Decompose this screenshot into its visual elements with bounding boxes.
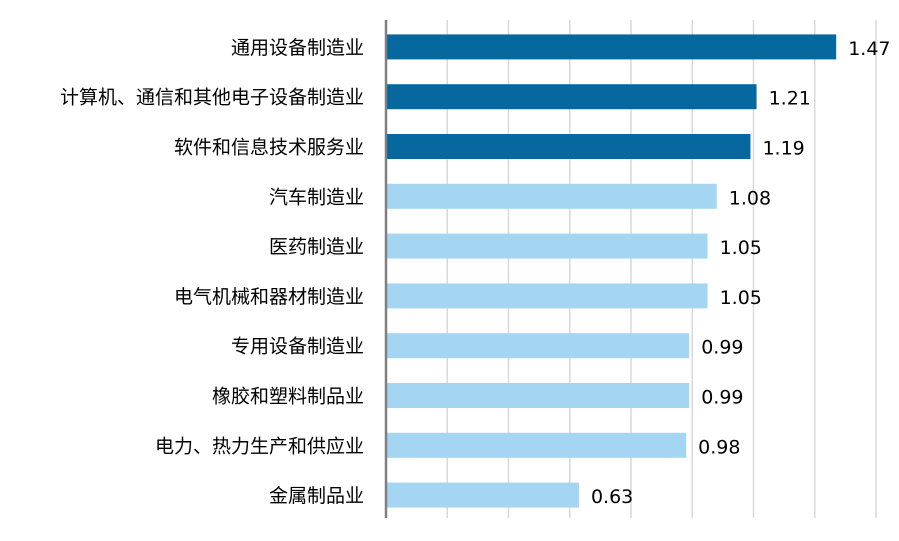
bar [386,134,751,159]
bar [386,383,690,408]
bar [386,333,690,359]
bar [386,183,717,209]
data-label: 0.99 [701,387,743,409]
bar [386,482,579,508]
category-label: 软件和信息技术服务业 [174,137,364,159]
data-label: 0.98 [698,436,740,458]
category-label: 汽车制造业 [269,186,364,208]
category-label: 医药制造业 [269,236,364,258]
category-label: 专用设备制造业 [231,336,364,358]
bar [386,84,757,110]
bar [386,34,837,60]
category-label: 计算机、通信和其他电子设备制造业 [60,87,364,109]
category-label: 电力、热力生产和供应业 [155,435,364,457]
data-label: 1.21 [769,88,811,110]
category-label: 电气机械和器材制造业 [174,286,364,308]
data-label: 1.08 [729,187,771,209]
data-label: 1.19 [762,138,804,160]
bar [386,283,708,309]
category-label: 金属制品业 [269,485,364,507]
bar [386,233,708,259]
data-label: 1.05 [720,287,762,309]
bar [386,432,687,458]
data-label: 0.63 [591,486,633,508]
category-label: 通用设备制造业 [231,37,364,59]
data-label: 1.47 [848,38,890,60]
category-label: 橡胶和塑料制品业 [212,386,364,408]
data-label: 1.05 [720,237,762,259]
data-label: 0.99 [701,337,743,359]
